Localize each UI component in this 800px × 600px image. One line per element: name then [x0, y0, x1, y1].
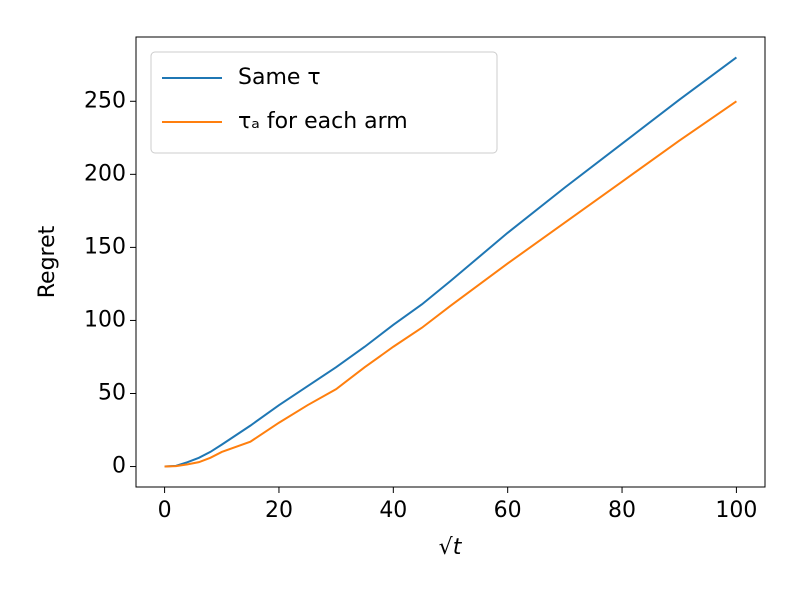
y-tick-label: 150: [84, 234, 126, 259]
x-tick-label: 60: [494, 498, 522, 523]
x-axis-label: √t: [439, 535, 463, 560]
legend-label: τₐ for each arm: [238, 109, 408, 134]
y-tick-label: 200: [84, 161, 126, 186]
series-line: [164, 100, 737, 468]
plot-frame: [135, 36, 766, 488]
legend-box: [150, 51, 498, 154]
x-tick-label: 0: [158, 498, 172, 523]
x-tick-label: 20: [265, 498, 293, 523]
x-tick-label: 100: [715, 498, 757, 523]
series-line: [164, 56, 738, 468]
y-tick-label: 250: [84, 88, 126, 113]
x-tick-label: 40: [379, 498, 407, 523]
x-tick-label: 80: [608, 498, 636, 523]
legend-label: Same τ: [238, 65, 321, 90]
y-axis-label: Regret: [35, 225, 60, 298]
y-tick-label: 100: [84, 307, 126, 332]
y-tick-label: 0: [112, 454, 126, 479]
y-tick-label: 50: [98, 380, 126, 405]
